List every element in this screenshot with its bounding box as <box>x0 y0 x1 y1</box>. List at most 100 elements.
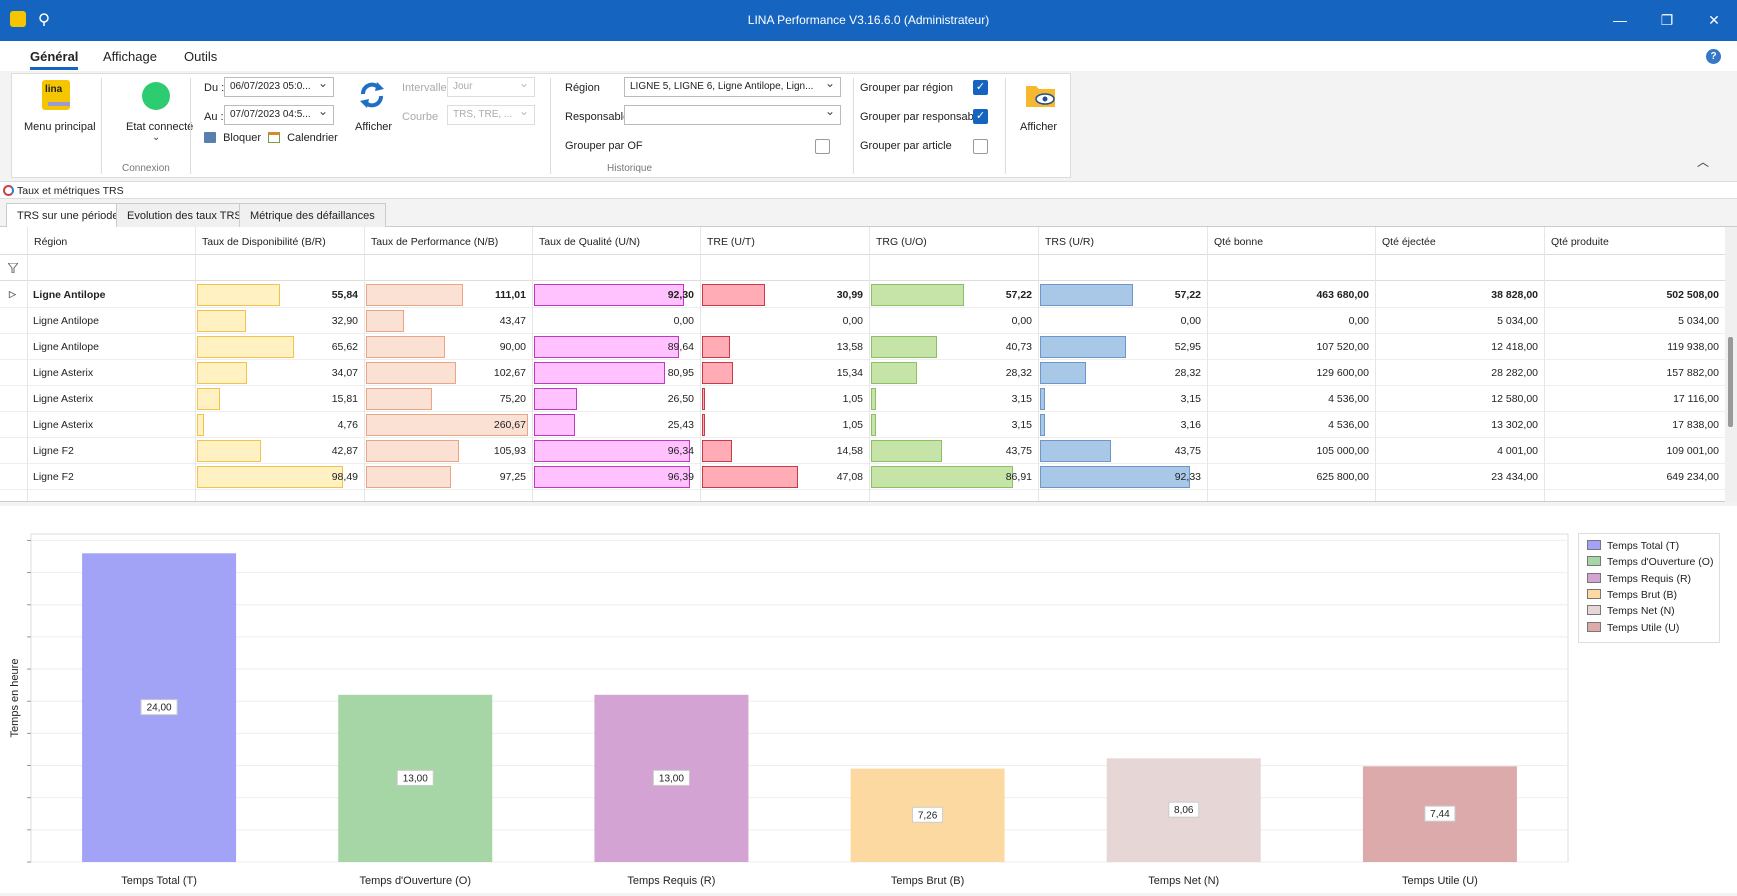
table-row[interactable]: Ligne Asterix 4,76 260,67 25,43 1,05 3,15 3,16… <box>0 412 1725 438</box>
data-label: 8,06 <box>1174 805 1194 816</box>
produite-cell: 5 034,00 <box>1678 315 1719 327</box>
data-label: 7,44 <box>1430 809 1450 820</box>
trs-cell: 52,95 <box>1174 341 1201 353</box>
ejectee-cell: 38 828,00 <box>1491 289 1538 301</box>
tab-metrique-defaillances[interactable]: Métrique des défaillances <box>239 203 386 227</box>
tre-cell: 0,00 <box>842 315 863 327</box>
minimize-button[interactable]: — <box>1613 12 1627 28</box>
x-tick-label: Temps Requis (R) <box>627 875 715 887</box>
grouper-responsable-checkbox[interactable]: ✓ <box>973 109 988 124</box>
x-tick-label: Temps Utile (U) <box>1402 875 1478 887</box>
x-tick-label: Temps Total (T) <box>121 875 197 887</box>
trg-bar <box>871 284 965 306</box>
trs-bar <box>1040 440 1112 462</box>
qual-cell: 92,30 <box>667 289 694 301</box>
grouper-article-checkbox[interactable] <box>973 139 988 154</box>
column-header[interactable]: Qté éjectée <box>1375 227 1544 255</box>
calendrier-button[interactable]: Calendrier <box>268 132 338 150</box>
collapse-ribbon-icon[interactable]: ︿ <box>1697 155 1710 169</box>
qual-bar <box>534 388 577 410</box>
produite-cell: 649 234,00 <box>1666 471 1719 483</box>
tab-trs-periode[interactable]: TRS sur une période <box>6 203 130 228</box>
table-row[interactable]: Ligne Antilope 32,90 43,47 0,00 0,00 0,00 0,00… <box>0 308 1725 334</box>
connexion-button[interactable]: Etat connecté ⌄ <box>102 74 202 154</box>
trg-bar <box>871 466 1013 488</box>
qual-bar <box>534 440 691 462</box>
close-button[interactable]: ✕ <box>1708 12 1720 28</box>
tab-affichage[interactable]: Affichage <box>103 49 157 64</box>
perf-bar <box>366 466 452 488</box>
tre-bar <box>702 414 705 436</box>
calendar-icon <box>268 132 280 143</box>
column-header[interactable]: Qté produite <box>1544 227 1725 255</box>
tre-cell: 1,05 <box>842 419 863 431</box>
menu-principal-button[interactable]: lina Menu principal <box>12 74 100 154</box>
tab-general[interactable]: Général <box>30 49 79 70</box>
afficher-refresh-button[interactable]: Afficher <box>348 74 398 154</box>
column-header[interactable]: TRE (U/T) <box>700 227 869 255</box>
grouper-article-label: Grouper par article <box>860 140 952 152</box>
table-row[interactable]: Ligne F2 98,49 97,25 96,39 47,08 86,91 92,33 62… <box>0 464 1725 490</box>
pin-icon[interactable] <box>36 11 52 27</box>
tab-outils[interactable]: Outils <box>184 49 218 64</box>
table-row[interactable]: Ligne F2 42,87 105,93 96,34 14,58 43,75 43,75 1… <box>0 438 1725 464</box>
column-header[interactable]: TRG (U/O) <box>869 227 1038 255</box>
bloquer-button[interactable]: Bloquer <box>204 132 261 150</box>
trs-bar <box>1040 336 1127 358</box>
column-header[interactable]: Région <box>27 227 195 255</box>
courbe-select[interactable]: TRS, TRE, ... <box>447 105 535 125</box>
tre-bar <box>702 284 766 306</box>
column-header[interactable]: Qté bonne <box>1207 227 1375 255</box>
grouper-of-checkbox[interactable] <box>815 139 830 154</box>
tre-bar <box>702 362 734 384</box>
grouper-of-label: Grouper par OF <box>565 140 643 152</box>
trs-cell: 57,22 <box>1174 289 1201 301</box>
perf-bar <box>366 284 464 306</box>
etat-connecte-label: Etat connecté <box>126 121 194 133</box>
table-row[interactable]: Ligne Antilope 65,62 90,00 89,64 13,58 40,73 5… <box>0 334 1725 360</box>
qual-bar <box>534 284 684 306</box>
column-header[interactable]: TRS (U/R) <box>1038 227 1207 255</box>
data-label-box <box>652 769 690 786</box>
app-icon <box>10 11 26 27</box>
table-row[interactable]: ▷ Ligne Antilope 55,84 111,01 92,30 30,99 57,2… <box>0 282 1725 308</box>
table-row[interactable]: Ligne Asterix 34,07 102,67 80,95 15,34 28,32 2… <box>0 360 1725 386</box>
dispo-bar <box>197 414 205 436</box>
region-select[interactable]: LIGNE 5, LIGNE 6, Ligne Antilope, Lign..… <box>624 77 841 97</box>
grid-scrollbar[interactable] <box>1725 227 1737 502</box>
au-date-picker[interactable]: 07/07/2023 04:5... <box>224 105 334 125</box>
column-header[interactable]: Taux de Disponibilité (B/R) <box>195 227 364 255</box>
trs-bar <box>1040 414 1046 436</box>
dispo-cell: 42,87 <box>331 445 358 457</box>
du-date-picker[interactable]: 06/07/2023 05:0... <box>224 77 334 97</box>
perf-cell: 90,00 <box>499 341 526 353</box>
responsable-select[interactable] <box>624 105 841 125</box>
restore-button[interactable]: ❐ <box>1660 12 1674 28</box>
column-header[interactable]: Taux de Qualité (U/N) <box>532 227 700 255</box>
filter-icon[interactable] <box>6 262 20 276</box>
trg-bar <box>871 336 938 358</box>
filter-row[interactable] <box>0 255 1737 281</box>
perf-bar <box>366 362 456 384</box>
dispo-cell: 32,90 <box>331 315 358 327</box>
column-header[interactable]: Taux de Performance (N/B) <box>364 227 532 255</box>
produite-cell: 109 001,00 <box>1666 445 1719 457</box>
help-icon[interactable]: ? <box>1706 49 1721 64</box>
produite-cell: 502 508,00 <box>1666 289 1719 301</box>
bonne-cell: 463 680,00 <box>1316 289 1369 301</box>
intervalle-select[interactable]: Jour <box>447 77 535 97</box>
afficher-label: Afficher <box>355 121 393 133</box>
legend-swatch <box>1587 556 1601 567</box>
legend-item: Temps Requis (R) <box>1587 572 1691 585</box>
data-label-box <box>140 699 178 716</box>
scrollbar-thumb[interactable] <box>1728 337 1733 427</box>
tab-evolution-taux[interactable]: Evolution des taux TRS <box>116 203 253 227</box>
calendrier-label: Calendrier <box>287 132 338 144</box>
afficher-folder-button[interactable]: Afficher <box>1010 74 1070 154</box>
expand-row-icon[interactable]: ▷ <box>9 289 16 299</box>
grouper-region-checkbox[interactable]: ✓ <box>973 80 988 95</box>
qual-bar <box>534 362 666 384</box>
table-row[interactable]: Ligne Asterix 15,81 75,20 26,50 1,05 3,15 3,15… <box>0 386 1725 412</box>
folder-eye-icon <box>1025 80 1057 113</box>
legend-swatch <box>1587 540 1601 550</box>
